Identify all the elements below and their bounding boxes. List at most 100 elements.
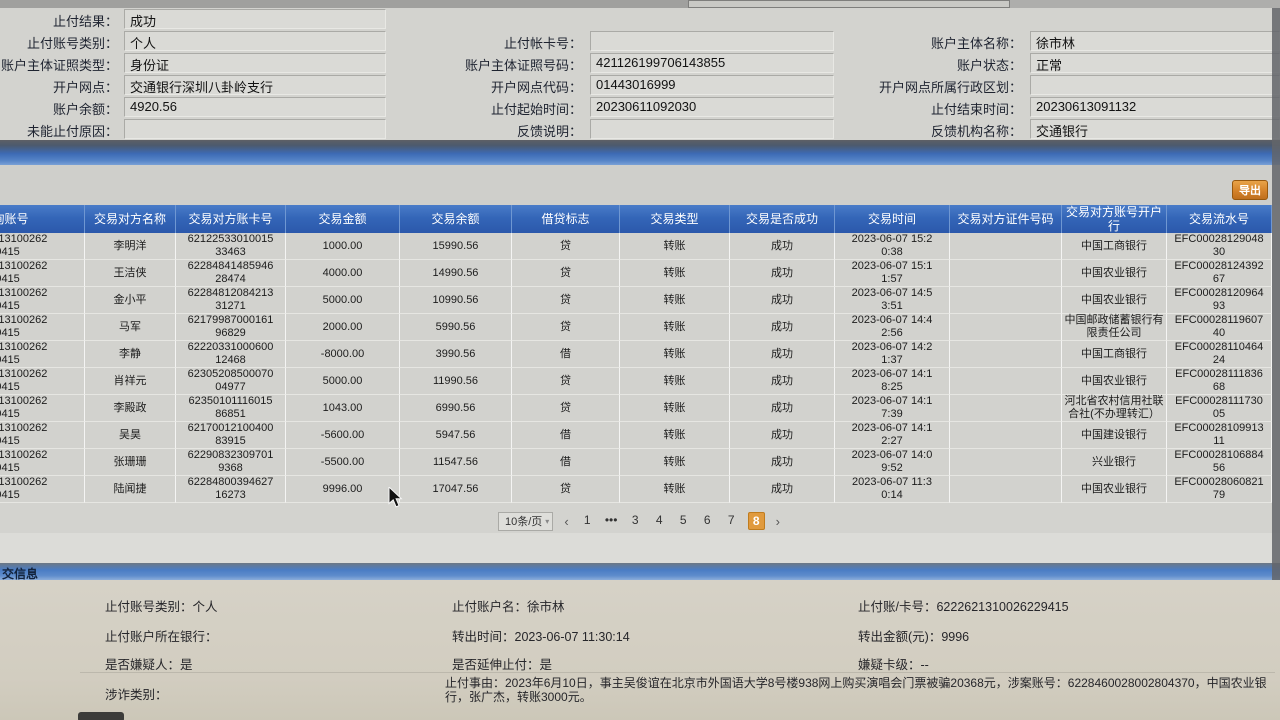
field-label: 开户网点：: [52, 80, 118, 95]
field-label: 反馈机构名称：: [930, 124, 1022, 139]
table-row[interactable]: 62226213100262 29415王洁侠62284841485946 28…: [0, 260, 1272, 287]
field-value: 421126199706143855: [590, 53, 834, 73]
field-label: 账户状态：: [956, 58, 1022, 73]
page-button-6[interactable]: 6: [703, 513, 711, 527]
page-button-8[interactable]: 8: [747, 512, 765, 530]
stop-payment-form: 止付结果： 成功 止付账号类别： 个人 止付帐卡号： 账户主体名称： 徐市林 账户主体证照类型…: [0, 8, 1280, 140]
page-button-7[interactable]: 7: [727, 513, 735, 527]
next-page-button[interactable]: ›: [775, 513, 780, 529]
table-cell: 贷: [512, 233, 620, 260]
field-label: 账户主体证照号码：: [464, 58, 582, 73]
table-cell: 肖祥元: [85, 368, 176, 395]
table-cell: 吴昊: [85, 422, 176, 449]
field-label: 账户余额：: [52, 102, 118, 117]
table-cell: 中国邮政储蓄银行有限责任公司: [1062, 314, 1167, 341]
table-cell: 贷: [512, 287, 620, 314]
table-cell: 王洁侠: [85, 260, 176, 287]
field-value: 徐市林: [1030, 31, 1280, 51]
detail-field: 止付账号类别：个人: [105, 600, 218, 614]
table-cell: 成功: [730, 314, 835, 341]
table-cell: EFC00028111836 68: [1167, 368, 1272, 395]
table-cell: 成功: [730, 233, 835, 260]
table-row[interactable]: 62226213100262 29415金小平62284812084213 31…: [0, 287, 1272, 314]
page-size-select[interactable]: 10条/页 ▾: [498, 511, 554, 531]
table-cell: 金小平: [85, 287, 176, 314]
table-cell: 中国农业银行: [1062, 260, 1167, 287]
table-cell: 李殿政: [85, 395, 176, 422]
table-cell: 62220331000600 12468: [176, 341, 286, 368]
table-cell: EFC00028060821 79: [1167, 476, 1272, 503]
table-cell: 62284812084213 31271: [176, 287, 286, 314]
detail-section-bar: 交信息: [0, 563, 1280, 581]
table-row[interactable]: 62226213100262 29415陆闻捷62284800394627 16…: [0, 476, 1272, 503]
table-cell: 中国工商银行: [1062, 341, 1167, 368]
table-cell: 62226213100262 29415: [0, 341, 85, 368]
table-cell: 陆闻捷: [85, 476, 176, 503]
lower-band: [0, 533, 1280, 563]
field-label: 开户网点所属行政区划：: [878, 80, 1022, 95]
field-label: 止付账号类别：: [26, 36, 118, 51]
table-cell: 借: [512, 449, 620, 476]
page-button-4[interactable]: 4: [655, 513, 663, 527]
column-header: 交易对方名称: [85, 205, 176, 233]
table-row[interactable]: 62226213100262 29415马军62179987000161 968…: [0, 314, 1272, 341]
table-cell: EFC00028111730 05: [1167, 395, 1272, 422]
table-row[interactable]: 62226213100262 29415李明洋62122533010015 33…: [0, 233, 1272, 260]
page-button-5[interactable]: 5: [679, 513, 687, 527]
page-button-3[interactable]: 3: [631, 513, 639, 527]
detail-field: 转出时间：2023-06-07 11:30:14: [452, 630, 630, 644]
field-value: 4920.56: [124, 97, 386, 117]
table-cell: 转账: [620, 395, 730, 422]
detail-section-title: 交信息: [2, 567, 39, 581]
field-value: [124, 119, 386, 139]
table-cell: 转账: [620, 476, 730, 503]
export-button[interactable]: 导出: [1232, 180, 1268, 200]
detail-field: 是否嫌疑人：是: [105, 658, 193, 672]
top-strip-box: [688, 0, 1010, 8]
field-value: [1030, 75, 1280, 95]
table-cell: 5990.56: [400, 314, 512, 341]
table-row[interactable]: 62226213100262 29415吴昊62170012100400 839…: [0, 422, 1272, 449]
table-cell: 中国工商银行: [1062, 233, 1167, 260]
section-divider-bar: [0, 140, 1280, 165]
table-row[interactable]: 62226213100262 29415李殿政62350101116015 86…: [0, 395, 1272, 422]
table-row[interactable]: 62226213100262 29415张珊珊62290832309701 93…: [0, 449, 1272, 476]
table-row[interactable]: 62226213100262 29415肖祥元62305208500070 04…: [0, 368, 1272, 395]
table-cell: 贷: [512, 314, 620, 341]
field-label: 未能止付原因：: [26, 124, 118, 139]
top-strip-left: [0, 0, 688, 8]
table-cell: 李静: [85, 341, 176, 368]
table-cell: 2023-06-07 15:2 0:38: [835, 233, 950, 260]
table-cell: [950, 422, 1062, 449]
table-cell: 成功: [730, 260, 835, 287]
table-cell: 贷: [512, 476, 620, 503]
field-label: 止付结果：: [52, 14, 118, 29]
column-header: 交易对方证件号码: [950, 205, 1062, 233]
table-cell: 5000.00: [286, 368, 400, 395]
table-cell: EFC00028129048 30: [1167, 233, 1272, 260]
field-label: 反馈说明：: [516, 124, 582, 139]
form-row: 开户网点： 交通银行深圳八卦岭支行 开户网点代码： 01443016999 开户网点所属…: [0, 74, 1280, 96]
field-value: 个人: [124, 31, 386, 51]
table-cell: -5500.00: [286, 449, 400, 476]
table-cell: 62226213100262 29415: [0, 314, 85, 341]
column-header: 交易余额: [400, 205, 512, 233]
table-cell: 贷: [512, 395, 620, 422]
fraud-type-field: 涉诈类别：: [105, 688, 168, 702]
table-cell: 转账: [620, 368, 730, 395]
transaction-table: 查询账号交易对方名称交易对方账卡号交易金额交易余额借贷标志交易类型交易是否成功交…: [0, 205, 1272, 503]
column-header: 交易是否成功: [730, 205, 835, 233]
prev-page-button[interactable]: ‹: [564, 513, 569, 529]
table-cell: 成功: [730, 449, 835, 476]
table-cell: 转账: [620, 341, 730, 368]
field-label: 开户网点代码：: [490, 80, 582, 95]
detail-field: 止付账户所在银行：: [105, 630, 218, 644]
field-value: 身份证: [124, 53, 386, 73]
table-cell: 成功: [730, 395, 835, 422]
page-ellipsis[interactable]: •••: [604, 513, 618, 527]
table-row[interactable]: 62226213100262 29415李静62220331000600 124…: [0, 341, 1272, 368]
page-button-1[interactable]: 1: [583, 513, 591, 527]
table-cell: 62122533010015 33463: [176, 233, 286, 260]
table-cell: 成功: [730, 422, 835, 449]
column-header: 交易流水号: [1167, 205, 1272, 233]
